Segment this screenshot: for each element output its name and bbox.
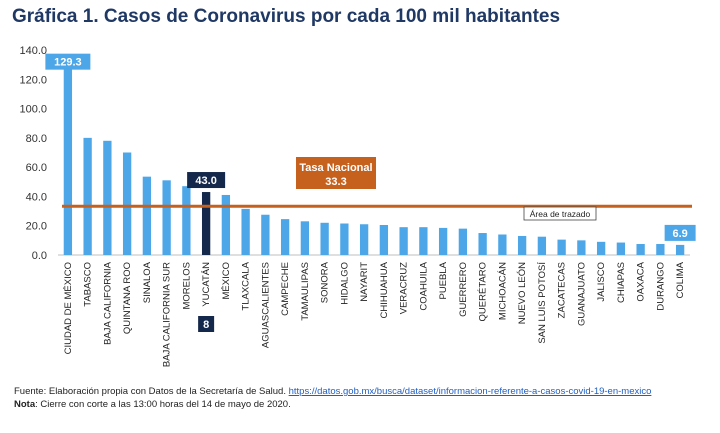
bar	[122, 152, 132, 255]
y-axis: 0.0 20.0 40.0 60.0 80.0 100.0 120.0 140.0	[19, 45, 47, 262]
category-label: NUEVO LEÓN	[517, 262, 528, 324]
data-label-box	[45, 53, 91, 70]
category-label: CAMPECHE	[280, 262, 291, 316]
bar-chart: 0.0 20.0 40.0 60.0 80.0 100.0 120.0 140.0 Tasa …	[19, 45, 696, 367]
bar	[458, 228, 468, 255]
note-text: : Cierre con corte a las 13:00 horas del…	[35, 398, 291, 410]
bar	[517, 235, 527, 255]
bar	[675, 244, 685, 255]
bar	[498, 234, 507, 255]
category-label: VERACRUZ	[399, 262, 410, 314]
bar	[557, 239, 566, 255]
category-label: OAXACA	[636, 261, 647, 301]
category-label: NAYARIT	[359, 262, 370, 302]
data-label: 43.0	[195, 175, 216, 187]
bar	[438, 227, 448, 255]
bar	[340, 223, 349, 255]
bar	[103, 140, 112, 255]
reference-callout	[296, 157, 376, 189]
category-label: CIUDAD DE MÉXICO	[63, 262, 74, 354]
footer: Fuente: Elaboración propia con Datos de …	[14, 386, 709, 411]
bar	[63, 65, 73, 256]
y-tick-label: 120.0	[19, 74, 47, 86]
bar	[478, 233, 487, 255]
category-label: GUERRERO	[458, 262, 469, 317]
bar	[241, 208, 250, 255]
category-label: DURANGO	[655, 262, 666, 311]
category-label: HIDALGO	[339, 262, 350, 305]
category-label: BAJA CALIFORNIA	[102, 261, 113, 345]
y-tick-label: 140.0	[19, 45, 47, 57]
bar	[596, 241, 606, 255]
category-label: YUCATÁN	[201, 262, 212, 307]
category-label: AGUASCALIENTES	[260, 262, 271, 348]
bar	[162, 180, 171, 255]
category-label: TLAXCALA	[241, 261, 252, 310]
data-labels-group: 129.3 43.0 6.9	[45, 53, 696, 241]
category-label: COLIMA	[675, 261, 686, 298]
category-label: QUERÉTARO	[478, 262, 489, 321]
rank-label: 8	[203, 319, 209, 331]
category-label: MICHOACÁN	[497, 262, 508, 320]
category-label: SAN LUIS POTOSÍ	[537, 262, 548, 344]
y-tick-label: 80.0	[26, 133, 47, 145]
bars-group	[63, 65, 685, 256]
category-label: CHIAPAS	[616, 262, 627, 303]
reference-callout-label: Tasa Nacional	[299, 162, 372, 174]
bar	[182, 186, 191, 255]
bar	[261, 214, 270, 255]
category-label: BAJA CALIFORNIA SUR	[162, 262, 173, 367]
bar	[656, 244, 665, 255]
bar	[359, 224, 369, 255]
bar	[300, 221, 310, 255]
category-label: JALISCO	[596, 262, 607, 302]
reference-callout-value: 33.3	[325, 176, 346, 188]
bar	[419, 227, 428, 255]
bar	[537, 236, 547, 255]
data-label: 6.9	[672, 228, 687, 240]
category-label: TABASCO	[83, 262, 94, 307]
y-tick-label: 60.0	[26, 162, 47, 174]
bar	[399, 227, 408, 255]
category-label: MÉXICO	[221, 262, 232, 299]
bar	[280, 219, 290, 255]
category-label: GUANAJUATO	[576, 262, 587, 326]
rank-badge	[198, 316, 215, 332]
category-label: TAMAULIPAS	[300, 262, 311, 321]
category-label: COAHUILA	[418, 261, 429, 310]
plot-area-tooltip	[523, 206, 597, 221]
bar	[379, 224, 389, 255]
bar	[636, 244, 645, 255]
reference-line-group: Tasa Nacional 33.3 Área de trazado	[62, 157, 692, 221]
y-tick-label: 0.0	[32, 250, 47, 262]
plot-area-tooltip-text: Área de trazado	[530, 209, 591, 219]
source-text: Fuente: Elaboración propia con Datos de …	[14, 386, 286, 397]
y-tick-label: 100.0	[19, 104, 47, 116]
source-link[interactable]: https://datos.gob.mx/busca/dataset/infor…	[288, 386, 652, 397]
bar	[201, 192, 211, 255]
y-tick-label: 20.0	[26, 221, 47, 233]
category-label: CHIHUAHUA	[379, 261, 390, 318]
bar	[320, 222, 329, 255]
category-label: QUINTANA ROO	[122, 262, 133, 334]
category-label: ZACATECAS	[557, 262, 568, 318]
bar	[83, 137, 92, 255]
source-line: Fuente: Elaboración propia con Datos de …	[14, 386, 709, 399]
note-label: Nota	[14, 398, 36, 410]
note-line: Nota: Cierre con corte a las 13:00 horas…	[14, 399, 709, 412]
category-label: PUEBLA	[438, 261, 449, 299]
bar	[577, 240, 586, 255]
bar	[221, 194, 231, 255]
y-tick-label: 40.0	[26, 191, 47, 203]
data-label-box	[187, 172, 226, 189]
bar	[616, 242, 626, 255]
category-label: SINALOA	[142, 261, 153, 303]
category-label: MORELOS	[181, 262, 192, 310]
bar	[142, 176, 152, 255]
data-label: 129.3	[54, 57, 82, 69]
category-label: SONORA	[320, 261, 331, 303]
category-labels-group: CIUDAD DE MÉXICO TABASCO BAJA CALIFORNIA QU…	[63, 261, 686, 367]
chart-title: Gráfica 1. Casos de Coronavirus por cada…	[12, 6, 561, 27]
data-label-box	[664, 224, 696, 241]
